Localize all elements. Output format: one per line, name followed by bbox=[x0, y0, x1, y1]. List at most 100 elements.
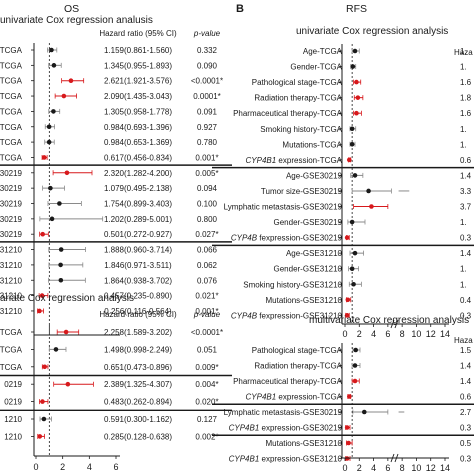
p-value: 0.062 bbox=[197, 261, 218, 270]
hr-point bbox=[51, 109, 56, 114]
hr-ci-value: 0.457(0.235-0.890) bbox=[104, 292, 172, 301]
x-tick-label: 2 bbox=[357, 463, 362, 473]
hr-ci-value: 0.285(0.128-0.638) bbox=[104, 432, 172, 441]
hr-ci-value: 1.305(0.958-1.778) bbox=[104, 107, 172, 116]
hr-value: 1.8 bbox=[460, 94, 472, 103]
row-label: 31210 bbox=[0, 276, 23, 285]
row-label: Radiation therapy-TCGA bbox=[254, 94, 342, 103]
row-label: Lymphatic metastasis-GSE30219 bbox=[224, 408, 343, 417]
hr-point bbox=[361, 409, 367, 415]
p-value: 0.091 bbox=[197, 107, 218, 116]
row-label: TCGA bbox=[0, 107, 23, 116]
hr-value: 0.6 bbox=[460, 156, 472, 165]
row-label: 30219 bbox=[0, 230, 23, 239]
row-label: Age-TCGA bbox=[303, 47, 343, 56]
row-label: 30219 bbox=[0, 200, 23, 209]
hr-column-header: Hazard ratio (95% CI) bbox=[99, 310, 177, 319]
hr-ci-value: 0.984(0.653-1.369) bbox=[104, 138, 172, 147]
row-label: Gender-GSE30219 bbox=[274, 218, 343, 227]
hr-point bbox=[58, 262, 63, 268]
p-value: 0.051 bbox=[197, 345, 218, 354]
p-value: 0.100 bbox=[197, 200, 218, 209]
hr-value: 1. bbox=[460, 47, 467, 56]
hr-value: 1. bbox=[460, 218, 467, 227]
hr-point bbox=[65, 381, 71, 387]
row-label: 31210 bbox=[0, 246, 23, 255]
os-panel-title: OS bbox=[64, 3, 79, 15]
hr-value: 0.3 bbox=[460, 311, 472, 320]
hr-point bbox=[346, 394, 352, 399]
axis-break-mark bbox=[390, 453, 399, 463]
hr-value: 0.4 bbox=[460, 296, 472, 305]
hr-point bbox=[40, 231, 45, 237]
hr-point bbox=[346, 440, 351, 446]
hr-point bbox=[41, 155, 47, 160]
hr-point bbox=[354, 79, 359, 85]
hr-ci-value: 1.846(0.971-3.511) bbox=[104, 261, 172, 270]
hr-point bbox=[37, 308, 42, 314]
row-label: Age-GSE30219 bbox=[286, 171, 343, 180]
hr-value: 2.7 bbox=[460, 408, 472, 417]
hr-point bbox=[48, 185, 53, 191]
p-column-header: p-value bbox=[193, 29, 221, 38]
panel-title: univariate Cox regression analusis bbox=[0, 15, 153, 26]
hr-point bbox=[42, 364, 47, 370]
hr-column-header: Haza bbox=[454, 336, 473, 345]
x-tick-label: 0 bbox=[342, 463, 347, 473]
hr-point bbox=[354, 110, 359, 116]
hr-value: 0.3 bbox=[460, 424, 472, 433]
hr-ci-value: 1.345(0.955-1.893) bbox=[104, 61, 172, 70]
hr-ci-value: 0.984(0.693-1.396) bbox=[104, 123, 172, 132]
p-value: 0.0001* bbox=[193, 92, 221, 101]
p-value: <0.0001* bbox=[191, 328, 223, 337]
hr-ci-value: 0.256(0.116-0.564) bbox=[104, 307, 172, 316]
hr-value: 1.4 bbox=[460, 377, 472, 386]
p-value: 0.332 bbox=[197, 46, 218, 55]
row-label: 30219 bbox=[0, 184, 23, 193]
row-label: TCGA bbox=[0, 46, 23, 55]
hr-value: 1. bbox=[460, 280, 467, 289]
hr-ci-value: 2.621(1.921-3.576) bbox=[104, 77, 172, 86]
x-tick-label: 6 bbox=[113, 462, 118, 472]
hr-ci-value: 2.320(1.282-4.200) bbox=[104, 169, 172, 178]
row-label: 30219 bbox=[0, 169, 23, 178]
row-label: Age-GSE31210 bbox=[286, 249, 343, 258]
p-value: 0.009* bbox=[195, 363, 218, 372]
row-label: 0219 bbox=[4, 380, 22, 389]
hr-ci-value: 2.258(1.589-3.202) bbox=[104, 328, 172, 337]
x-tick-label: 14 bbox=[440, 329, 450, 339]
hr-point bbox=[352, 250, 358, 256]
hr-point bbox=[51, 63, 57, 68]
hr-ci-value: 1.079(0.495-2.138) bbox=[104, 184, 172, 193]
hr-ci-value: 0.483(0.262-0.894) bbox=[104, 398, 172, 407]
hr-value: 1. bbox=[460, 125, 467, 134]
hr-value: 0.3 bbox=[460, 234, 472, 243]
hr-point bbox=[46, 124, 52, 130]
hr-point bbox=[344, 235, 350, 240]
hr-point bbox=[351, 281, 356, 287]
hr-point bbox=[57, 201, 62, 206]
row-label: CYP4B fexpression-GSE31210 bbox=[231, 311, 343, 320]
row-label: Gender-TCGA bbox=[290, 63, 342, 72]
x-tick-label: 12 bbox=[426, 329, 436, 339]
x-tick-label: 8 bbox=[400, 463, 405, 473]
p-value: 0.005* bbox=[195, 169, 218, 178]
hr-ci-value: 0.591(0.300-1.162) bbox=[104, 415, 172, 424]
hr-point bbox=[41, 416, 47, 422]
hr-point bbox=[349, 126, 355, 132]
panel-title: univariate Cox regression analysis bbox=[296, 26, 448, 37]
hr-ci-value: 1.864(0.938-3.702) bbox=[104, 276, 172, 285]
x-tick-label: 12 bbox=[426, 463, 436, 473]
x-tick-label: 10 bbox=[411, 329, 421, 339]
p-value: 0.094 bbox=[197, 184, 218, 193]
row-label: TCGA bbox=[0, 61, 23, 70]
row-label: TCGA bbox=[0, 153, 23, 162]
row-label: TCGA bbox=[0, 92, 23, 101]
x-tick-label: 4 bbox=[87, 462, 92, 472]
hr-point bbox=[344, 425, 350, 430]
hr-point bbox=[346, 157, 352, 163]
row-label: 1210 bbox=[4, 432, 22, 441]
row-label: CYP4B1 expression-GSE30219 bbox=[229, 424, 343, 433]
row-label: Tumor size-GSE30219 bbox=[261, 187, 343, 196]
